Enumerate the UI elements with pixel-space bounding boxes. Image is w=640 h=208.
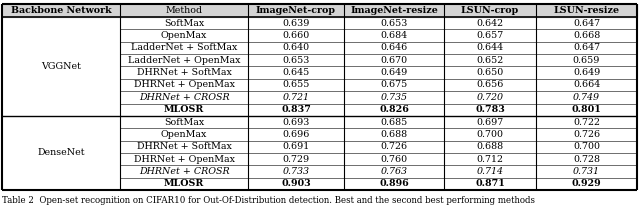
Text: DHRNet + OpenMax: DHRNet + OpenMax bbox=[134, 155, 234, 164]
Text: 0.731: 0.731 bbox=[573, 167, 600, 176]
Text: 0.728: 0.728 bbox=[573, 155, 600, 164]
Text: 0.712: 0.712 bbox=[477, 155, 504, 164]
Text: 0.801: 0.801 bbox=[572, 105, 602, 114]
Text: SoftMax: SoftMax bbox=[164, 19, 204, 28]
Text: OpenMax: OpenMax bbox=[161, 31, 207, 40]
Text: DHRNet + OpenMax: DHRNet + OpenMax bbox=[134, 80, 234, 89]
Text: 0.645: 0.645 bbox=[282, 68, 310, 77]
Text: 0.826: 0.826 bbox=[379, 105, 409, 114]
Text: LadderNet + OpenMax: LadderNet + OpenMax bbox=[128, 56, 240, 65]
Text: 0.837: 0.837 bbox=[281, 105, 311, 114]
Text: 0.652: 0.652 bbox=[476, 56, 504, 65]
Text: 0.726: 0.726 bbox=[573, 130, 600, 139]
Text: 0.670: 0.670 bbox=[380, 56, 408, 65]
Text: 0.714: 0.714 bbox=[477, 167, 504, 176]
Text: LSUN-resize: LSUN-resize bbox=[554, 6, 620, 15]
Text: VGGNet: VGGNet bbox=[41, 62, 81, 71]
Text: LSUN-crop: LSUN-crop bbox=[461, 6, 519, 15]
Text: Backbone Network: Backbone Network bbox=[11, 6, 111, 15]
Text: MLOSR: MLOSR bbox=[164, 179, 204, 188]
Text: 0.871: 0.871 bbox=[475, 179, 505, 188]
Text: 0.647: 0.647 bbox=[573, 43, 600, 52]
Text: 0.721: 0.721 bbox=[282, 93, 310, 102]
Text: 0.649: 0.649 bbox=[573, 68, 600, 77]
Text: 0.733: 0.733 bbox=[282, 167, 310, 176]
Text: SoftMax: SoftMax bbox=[164, 118, 204, 126]
Text: 0.639: 0.639 bbox=[282, 19, 310, 28]
Text: 0.657: 0.657 bbox=[476, 31, 504, 40]
Text: 0.700: 0.700 bbox=[573, 142, 600, 151]
Text: 0.729: 0.729 bbox=[282, 155, 310, 164]
Text: 0.691: 0.691 bbox=[282, 142, 310, 151]
Text: 0.896: 0.896 bbox=[379, 179, 409, 188]
Text: 0.722: 0.722 bbox=[573, 118, 600, 126]
Text: 0.720: 0.720 bbox=[477, 93, 504, 102]
Text: 0.675: 0.675 bbox=[380, 80, 408, 89]
Text: OpenMax: OpenMax bbox=[161, 130, 207, 139]
Text: MLOSR: MLOSR bbox=[164, 105, 204, 114]
Text: 0.649: 0.649 bbox=[380, 68, 408, 77]
Text: ImageNet-resize: ImageNet-resize bbox=[350, 6, 438, 15]
Text: 0.656: 0.656 bbox=[476, 80, 504, 89]
Text: 0.929: 0.929 bbox=[572, 179, 602, 188]
Text: 0.735: 0.735 bbox=[381, 93, 408, 102]
Text: 0.650: 0.650 bbox=[476, 68, 504, 77]
Text: DHRNet + SoftMax: DHRNet + SoftMax bbox=[136, 68, 232, 77]
Text: 0.760: 0.760 bbox=[380, 155, 408, 164]
Text: 0.655: 0.655 bbox=[282, 80, 310, 89]
Text: 0.688: 0.688 bbox=[380, 130, 408, 139]
Text: DHRNet + CROSR: DHRNet + CROSR bbox=[139, 93, 229, 102]
Text: 0.653: 0.653 bbox=[282, 56, 310, 65]
Text: 0.693: 0.693 bbox=[282, 118, 310, 126]
Text: 0.697: 0.697 bbox=[476, 118, 504, 126]
Text: 0.642: 0.642 bbox=[476, 19, 504, 28]
Text: 0.903: 0.903 bbox=[281, 179, 311, 188]
Text: 0.749: 0.749 bbox=[573, 93, 600, 102]
Text: 0.659: 0.659 bbox=[573, 56, 600, 65]
Text: 0.783: 0.783 bbox=[475, 105, 505, 114]
Text: 0.653: 0.653 bbox=[380, 19, 408, 28]
Text: 0.726: 0.726 bbox=[380, 142, 408, 151]
Text: 0.646: 0.646 bbox=[380, 43, 408, 52]
Text: 0.660: 0.660 bbox=[282, 31, 310, 40]
Text: 0.647: 0.647 bbox=[573, 19, 600, 28]
Text: ImageNet-crop: ImageNet-crop bbox=[256, 6, 336, 15]
Text: 0.685: 0.685 bbox=[380, 118, 408, 126]
Text: LadderNet + SoftMax: LadderNet + SoftMax bbox=[131, 43, 237, 52]
Text: 0.640: 0.640 bbox=[282, 43, 310, 52]
Text: DHRNet + CROSR: DHRNet + CROSR bbox=[139, 167, 229, 176]
Text: Table 2  Open-set recognition on CIFAR10 for Out-Of-Distribution detection. Best: Table 2 Open-set recognition on CIFAR10 … bbox=[2, 196, 535, 205]
Text: 0.644: 0.644 bbox=[476, 43, 504, 52]
Text: 0.668: 0.668 bbox=[573, 31, 600, 40]
Text: 0.700: 0.700 bbox=[477, 130, 504, 139]
Text: DenseNet: DenseNet bbox=[37, 149, 84, 157]
Text: DHRNet + SoftMax: DHRNet + SoftMax bbox=[136, 142, 232, 151]
Text: 0.763: 0.763 bbox=[381, 167, 408, 176]
Text: 0.684: 0.684 bbox=[380, 31, 408, 40]
Text: 0.664: 0.664 bbox=[573, 80, 600, 89]
Text: 0.688: 0.688 bbox=[476, 142, 504, 151]
Text: 0.696: 0.696 bbox=[282, 130, 310, 139]
Text: Method: Method bbox=[165, 6, 203, 15]
